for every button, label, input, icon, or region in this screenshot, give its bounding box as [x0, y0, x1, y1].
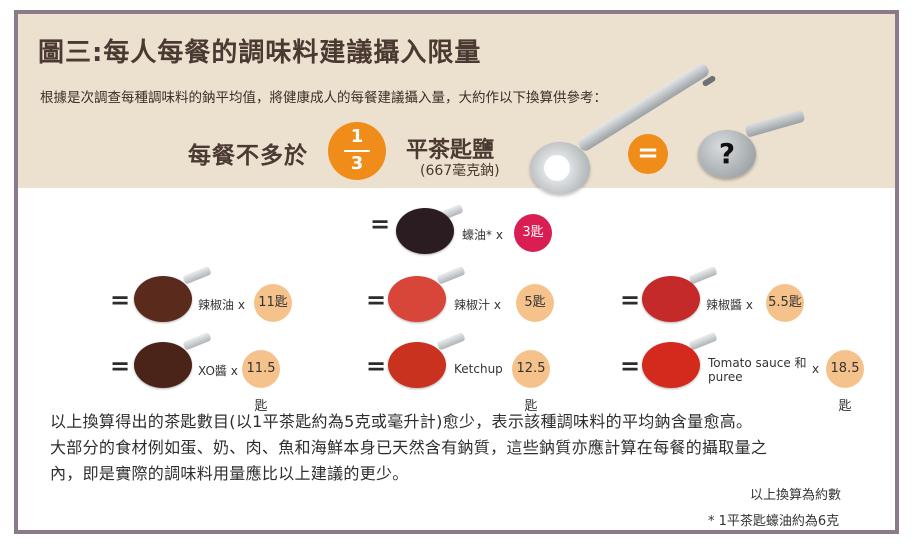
equals-sign: =	[366, 286, 387, 314]
condiment-name: 辣椒汁 x	[454, 298, 501, 312]
limit-label: 每餐不多於	[188, 143, 308, 169]
fraction-denominator: 3	[350, 153, 364, 174]
oyster-sauce-spoon-icon	[396, 208, 454, 254]
explanation-line-3: 內，即是實際的調味料用量應比以上建議的更少。	[50, 464, 409, 483]
condiment-name: Ketchup	[454, 362, 503, 376]
chili-paste-spoon-icon	[642, 276, 700, 322]
condiment-name-line2: puree	[708, 370, 743, 384]
spoon-handle	[688, 265, 718, 285]
spoon-count-badge: 5.5匙	[766, 284, 804, 322]
ketchup-spoon-icon	[388, 342, 446, 388]
page-title: 圖三:每人每餐的調味料建議攝入限量	[38, 38, 482, 68]
fraction-bar	[344, 150, 370, 152]
tomato-sauce-spoon-icon	[642, 342, 700, 388]
approximation-note: 以上換算為約數	[750, 488, 842, 503]
infographic-frame: 圖三:每人每餐的調味料建議攝入限量 根據是次調查每種調味料的鈉平均值，將健康成人…	[14, 10, 899, 534]
salt-unit-label: 平茶匙鹽	[406, 138, 495, 163]
spoon-handle	[182, 265, 212, 285]
equals-sign: =	[366, 352, 387, 380]
spoon-handle	[436, 331, 466, 351]
equals-sign: =	[370, 210, 391, 238]
condiment-name: 辣椒油 x	[198, 298, 245, 312]
spoon-handle	[436, 265, 466, 285]
condiment-name: 蠔油* x	[462, 228, 503, 242]
fraction-badge: 1 3	[328, 122, 386, 180]
equals-sign: =	[110, 352, 131, 380]
oyster-sauce-footnote: * 1平茶匙蠔油約為6克	[708, 514, 840, 529]
fraction-numerator: 1	[350, 126, 364, 147]
spoon-count-badge: 3匙	[514, 214, 552, 252]
equals-sign: =	[620, 286, 641, 314]
equals-badge: =	[628, 134, 668, 174]
question-spoon-icon: ?	[698, 130, 756, 178]
condiment-name: XO醬 x	[198, 364, 238, 378]
chili-sauce-spoon-icon	[388, 276, 446, 322]
explanation-line-2: 大部分的食材例如蛋、奶、肉、魚和海鮮本身已天然含有鈉質，這些鈉質亦應計算在每餐的…	[50, 438, 768, 457]
subtitle: 根據是次調查每種調味料的鈉平均值，將健康成人的每餐建議攝入量，大約作以下換算供參…	[40, 90, 607, 106]
sodium-amount: (667毫克鈉)	[420, 163, 500, 179]
chili-oil-spoon-icon	[134, 276, 192, 322]
condiment-name-line1: Tomato sauce 和	[708, 356, 807, 370]
spoon-count-badge: 18.5匙	[826, 350, 864, 414]
xo-sauce-spoon-icon	[134, 342, 192, 388]
equals-sign: =	[620, 352, 641, 380]
spoon-handle	[688, 331, 718, 351]
spoon-count-badge: 5匙	[516, 284, 554, 322]
multiply-sign: x	[812, 362, 820, 376]
spoon-handle	[182, 331, 212, 351]
spoon-count-badge: 11匙	[254, 284, 292, 322]
explanation-line-1: 以上換算得出的茶匙數目(以1平茶匙約為5克或毫升計)愈少，表示該種調味料的平均鈉…	[50, 412, 753, 431]
salt-spoon-icon	[530, 142, 590, 194]
spoon-count-badge: 12.5匙	[512, 350, 550, 414]
spoon-count-badge: 11.5匙	[242, 350, 280, 414]
equals-sign: =	[110, 286, 131, 314]
condiment-name: 辣椒醬 x	[706, 298, 753, 312]
